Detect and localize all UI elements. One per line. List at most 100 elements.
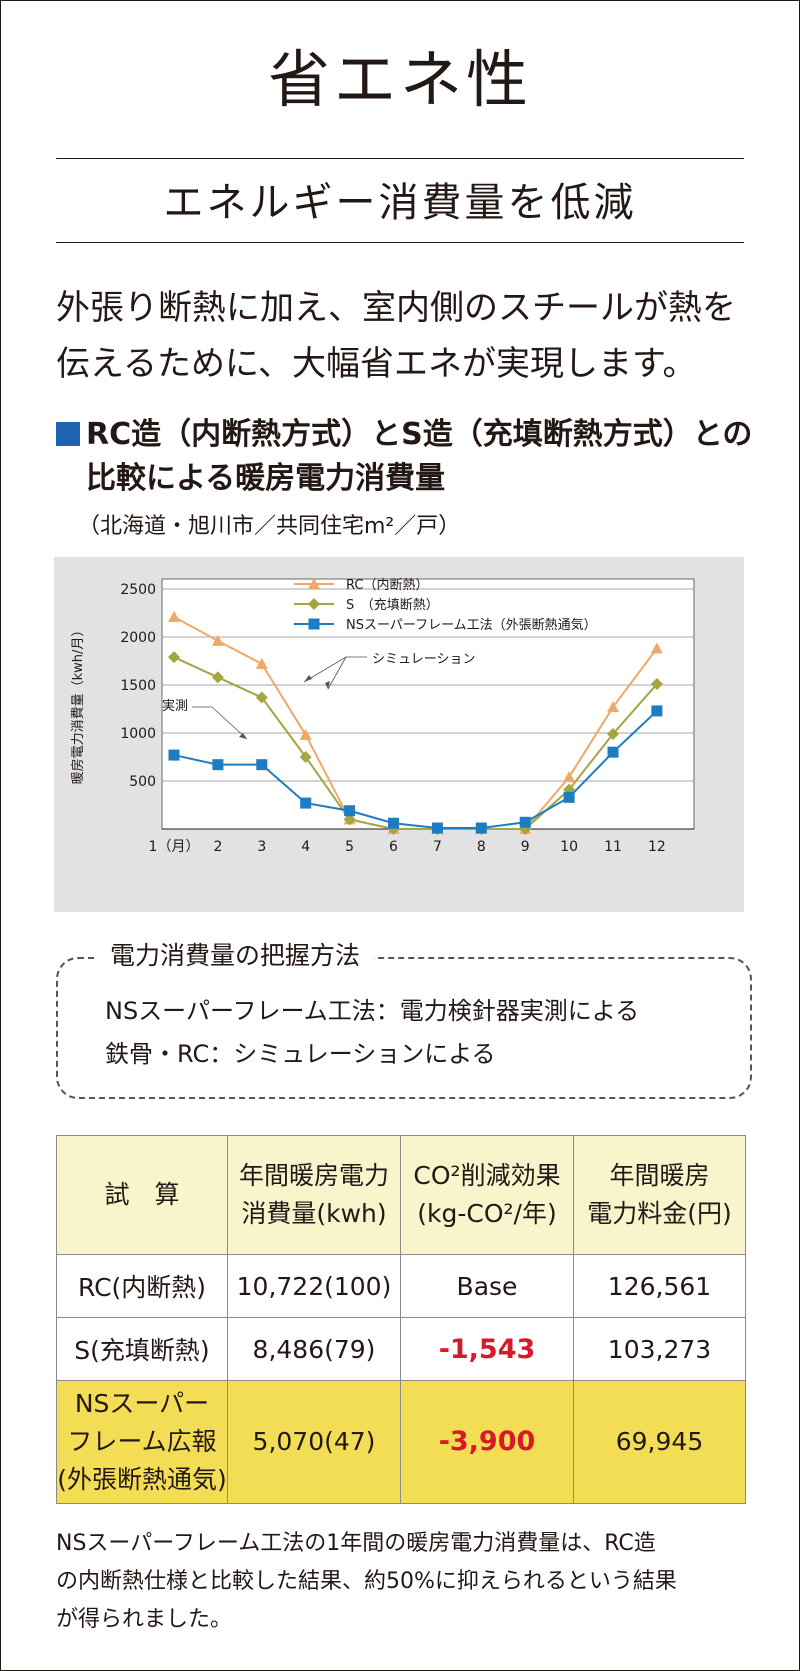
series-3-point [475, 822, 487, 834]
row-label: RC(内断熱) [56, 1254, 228, 1318]
series-3-point [168, 749, 180, 761]
annotation-simulation: シミュレーション [372, 652, 475, 667]
table-row-ns: NSスーパー フレーム広報 (外張断熱通気) 5,070(47) -3,900 … [56, 1380, 746, 1504]
series-1-point [607, 701, 619, 713]
ns-co2: -3,900 [400, 1380, 574, 1504]
row-label: S(充填断熱) [56, 1317, 228, 1381]
ns-label-line-1: NSスーパー [74, 1389, 210, 1418]
header-consumption: 年間暖房電力 消費量(kwh) [227, 1135, 401, 1255]
series-1-point [650, 642, 663, 654]
ns-label: NSスーパー フレーム広報 (外張断熱通気) [56, 1380, 228, 1504]
heating-consumption-chart: 2500 2000 1500 1000 500 1（月） 2 3 4 5 6 7 8 9 10 11 12 暖房電… [70, 577, 695, 855]
series-3-point [344, 805, 356, 817]
table-row: RC(内断熱) 10,722(100) Base 126,561 [56, 1254, 746, 1318]
x-tick-label: 10 [560, 839, 578, 855]
series-1-point [211, 634, 224, 646]
row-co2: Base [400, 1254, 574, 1318]
legend-label: S （充填断熱） [346, 597, 439, 613]
x-tick-label: 3 [257, 839, 266, 855]
series-3-point [651, 705, 663, 717]
x-tick-label: 7 [433, 839, 442, 855]
series-1-point [168, 610, 180, 622]
legend-marker-1 [308, 578, 320, 589]
series-3-point [388, 817, 399, 829]
series-1-point [255, 657, 268, 669]
ns-label-line-2: フレーム広報 [67, 1427, 217, 1456]
row-cost: 103,273 [573, 1317, 746, 1381]
series-3-point [519, 816, 531, 828]
series-3-point [212, 759, 224, 771]
series-3-point [607, 746, 619, 758]
legend-label: RC（内断熱） [346, 577, 428, 593]
legend-marker-2 [308, 598, 320, 610]
square-bullet-icon [56, 422, 80, 446]
footer-text: NSスーパーフレーム工法の1年間の暖房電力消費量は、RC造 の内断熱仕様と比較し… [56, 1525, 756, 1639]
method-box [56, 957, 752, 1099]
y-tick-label: 1500 [120, 678, 156, 694]
annotation-arrowhead [304, 675, 312, 682]
row-consumption: 8,486(79) [227, 1317, 401, 1381]
series-line-2 [173, 656, 658, 830]
method-line-1: NSスーパーフレーム工法：電力検針器実測による [105, 997, 640, 1025]
series-2-point [563, 783, 576, 796]
page-title: 省エネ性 [267, 43, 532, 116]
header-co2-line-2: (kg-CO²/年) [417, 1199, 557, 1228]
plot-area [161, 578, 695, 830]
series-2-point [168, 651, 180, 664]
row-co2: -1,543 [400, 1317, 574, 1381]
ns-cost: 69,945 [573, 1380, 746, 1504]
x-tick-label: 4 [301, 839, 310, 855]
intro-text: 外張り断熱に加え、室内側のスチールが熱を 伝えるために、大幅省エネが実現します。 [56, 280, 756, 392]
series-2-point [650, 678, 663, 691]
comparison-table: 試 算 年間暖房電力 消費量(kwh) CO²削減効果 (kg-CO²/年) 年… [56, 1135, 746, 1504]
header-cost-line-2: 電力料金(円) [587, 1199, 732, 1228]
series-2-point [211, 671, 224, 684]
chart-note: （北海道・旭川市／共同住宅m²／戸） [78, 514, 461, 539]
x-tick-label: 11 [604, 839, 622, 855]
series-1-point [299, 728, 312, 740]
series-2-point [299, 751, 312, 763]
series-2-point [607, 727, 619, 740]
series-line-3 [173, 710, 658, 830]
title-rule-bottom [56, 242, 744, 243]
annotation-arrow [211, 706, 248, 740]
row-cost: 126,561 [573, 1254, 746, 1318]
y-tick-label: 2500 [120, 582, 156, 598]
header-consumption-line-1: 年間暖房電力 [238, 1161, 389, 1190]
ns-consumption: 5,070(47) [227, 1380, 401, 1504]
x-tick-label: 2 [213, 839, 222, 855]
header-trial: 試 算 [56, 1135, 228, 1255]
header-cost-line-1: 年間暖房 [609, 1161, 710, 1190]
title-rule-top [56, 158, 744, 159]
series-3-point [256, 759, 268, 771]
x-tick-label: 12 [648, 839, 666, 855]
footer-line-2: の内断熱仕様と比較した結果、約50%に抑えられるという結果 [56, 1569, 677, 1594]
legend-marker-3 [308, 618, 320, 630]
method-title: 電力消費量の把握方法 [96, 938, 375, 974]
ns-label-line-3: (外張断熱通気) [57, 1465, 227, 1494]
annotation-arrowhead [239, 733, 247, 739]
y-tick-label: 1000 [120, 726, 156, 742]
heading-line-2: 比較による暖房電力消費量 [86, 461, 446, 496]
heading-line-1: RC造（内断熱方式）とS造（充填断熱方式）との [86, 417, 753, 452]
series-3-point [300, 797, 312, 809]
method-line-2: 鉄骨・RC：シミュレーションによる [105, 1040, 496, 1068]
annotation-measured: 実測 [162, 698, 188, 714]
intro-line-2: 伝えるために、大幅省エネが実現します。 [56, 344, 697, 384]
x-tick-label: 5 [345, 839, 354, 855]
header-co2-line-1: CO²削減効果 [413, 1161, 561, 1190]
header-cost: 年間暖房 電力料金(円) [573, 1135, 746, 1255]
y-axis-label: 暖房電力消費量（kwh/月） [70, 624, 86, 785]
x-tick-label: 9 [521, 839, 530, 855]
series-1-point [563, 771, 576, 783]
footer-line-3: が得られました。 [56, 1607, 233, 1632]
series-3-point [563, 791, 575, 803]
row-consumption: 10,722(100) [227, 1254, 401, 1318]
header-co2: CO²削減効果 (kg-CO²/年) [400, 1135, 574, 1255]
series-3-point [431, 822, 443, 834]
legend-label: NSスーパーフレーム工法（外張断熱通気） [346, 617, 597, 633]
y-tick-label: 2000 [120, 630, 156, 646]
section-heading: RC造（内断熱方式）とS造（充填断熱方式）との 比較による暖房電力消費量 [56, 413, 776, 501]
annotation-arrow [327, 656, 347, 690]
x-tick-label: 1（月） [149, 839, 200, 855]
